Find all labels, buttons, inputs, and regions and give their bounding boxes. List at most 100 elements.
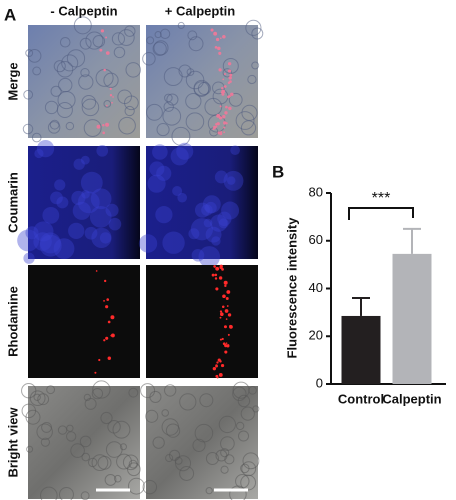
fluorescence-dot xyxy=(214,46,218,49)
fluorescence-dot xyxy=(109,94,113,97)
fluorescence-dot xyxy=(105,122,110,127)
cell-texture xyxy=(179,465,195,481)
cell-texture xyxy=(128,387,139,398)
cell-texture xyxy=(242,452,260,470)
fluorescence-dot xyxy=(215,122,218,126)
fluorescence-dot xyxy=(215,364,218,368)
cell-texture xyxy=(23,89,34,100)
fluorescence-dot xyxy=(109,87,112,90)
fluorescence-dot xyxy=(220,91,223,94)
cell-texture xyxy=(25,49,34,58)
cell-texture xyxy=(194,202,210,218)
cell-texture xyxy=(103,72,119,88)
bar xyxy=(392,253,432,384)
fluorescence-dot xyxy=(219,338,222,341)
cell-texture xyxy=(80,67,90,78)
cell-texture xyxy=(235,474,250,489)
cell-texture xyxy=(83,393,91,402)
cell-texture xyxy=(105,441,123,458)
fluorescence-dot xyxy=(229,73,233,77)
cell-texture xyxy=(237,430,250,442)
cell-texture xyxy=(89,206,112,228)
cell-texture xyxy=(251,27,264,40)
fluorescence-dot xyxy=(224,350,228,354)
cell-texture xyxy=(66,431,77,442)
fluorescence-dot xyxy=(210,28,214,32)
cell-texture xyxy=(68,222,85,240)
row-label: Rhodamine xyxy=(5,286,20,357)
cell-texture xyxy=(80,171,103,194)
cell-texture xyxy=(152,144,168,160)
fluorescence-dot xyxy=(214,273,218,277)
cell-texture xyxy=(54,179,66,191)
cell-texture xyxy=(177,21,185,30)
cell-texture xyxy=(108,217,122,231)
cell-texture xyxy=(56,60,74,78)
fluorescence-dot xyxy=(103,279,107,283)
fluorescence-dot xyxy=(94,371,97,374)
cell-texture xyxy=(199,393,214,408)
fluorescence-dot xyxy=(227,81,231,84)
y-tick-label: 40 xyxy=(309,280,323,295)
fluorescence-dot xyxy=(225,122,228,125)
row-label: Coumarin xyxy=(5,172,20,233)
cell-texture xyxy=(33,221,54,242)
fluorescence-dot xyxy=(218,116,223,120)
cell-texture xyxy=(205,226,222,243)
cell-texture xyxy=(77,191,100,214)
cell-texture xyxy=(188,36,204,52)
cell-texture xyxy=(149,390,162,403)
cell-texture xyxy=(163,384,177,397)
fluorescence-dot xyxy=(221,305,225,309)
cell-texture xyxy=(34,148,44,159)
fluorescence-dot xyxy=(229,324,233,329)
cell-texture xyxy=(117,89,132,105)
fluorescence-dot xyxy=(222,35,226,39)
cell-texture xyxy=(237,394,251,408)
cell-texture xyxy=(73,158,85,170)
fluorescence-dot xyxy=(223,280,228,285)
fluorescence-dot xyxy=(226,290,231,294)
cell-texture xyxy=(31,132,42,143)
cell-texture xyxy=(220,465,229,474)
cell-texture xyxy=(57,425,68,435)
cell-texture xyxy=(147,174,166,193)
fluorescence-dot xyxy=(223,85,227,88)
fluorescence-dot xyxy=(100,29,105,33)
fluorescence-dot xyxy=(221,337,224,341)
cell-texture xyxy=(240,406,255,421)
cell-texture xyxy=(240,463,250,474)
fluorescence-dot xyxy=(224,284,227,288)
cell-texture xyxy=(78,74,94,90)
fluorescence-dot xyxy=(219,37,222,40)
cell-texture xyxy=(122,454,139,471)
fluorescence-dot xyxy=(218,51,222,55)
cell-texture xyxy=(53,60,66,73)
cell-texture xyxy=(188,228,200,240)
cell-texture xyxy=(140,383,156,399)
cell-texture xyxy=(156,165,172,181)
cell-texture xyxy=(33,393,41,401)
fluorescence-dot xyxy=(222,78,225,81)
fluorescence-dot xyxy=(220,312,224,317)
cell-texture xyxy=(39,232,61,254)
cell-texture xyxy=(91,454,109,472)
micrograph xyxy=(146,146,258,259)
fluorescence-dot xyxy=(227,313,232,317)
fluorescence-dot xyxy=(226,305,229,307)
cell-texture xyxy=(50,85,62,97)
y-tick-label: 20 xyxy=(309,328,323,343)
cell-texture xyxy=(202,195,221,214)
cell-texture xyxy=(116,453,132,470)
cell-texture xyxy=(21,403,37,419)
row-label: Merge xyxy=(5,62,20,100)
fluorescence-dot xyxy=(219,316,222,319)
cell-texture xyxy=(58,77,73,93)
cell-texture xyxy=(90,188,112,210)
cell-texture xyxy=(21,383,37,399)
cell-texture xyxy=(232,386,247,401)
fluorescence-dot xyxy=(219,105,222,108)
cell-texture xyxy=(171,126,191,146)
cell-texture xyxy=(25,226,39,240)
cell-texture xyxy=(203,218,213,228)
